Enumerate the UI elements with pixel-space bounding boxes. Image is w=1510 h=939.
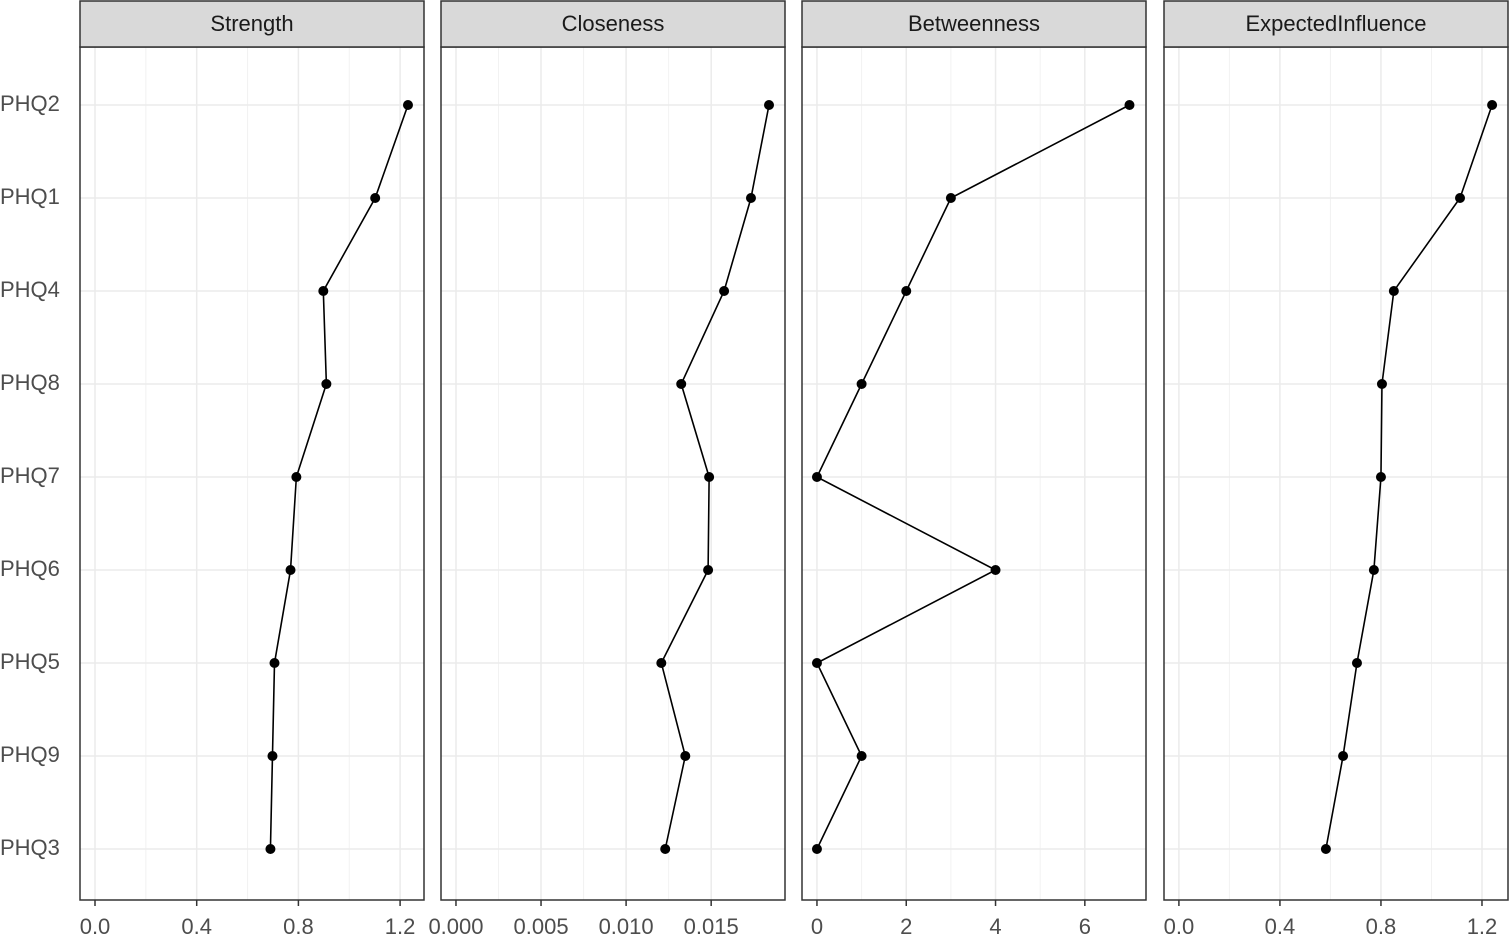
strip bbox=[79, 0, 425, 48]
strip bbox=[1163, 0, 1509, 48]
x-tick-label: 4 bbox=[989, 914, 1001, 939]
point bbox=[1320, 844, 1331, 854]
point bbox=[856, 379, 867, 389]
x-tick-label: 0.4 bbox=[181, 914, 212, 939]
panel-background bbox=[1164, 47, 1508, 900]
x-tick-label: 6 bbox=[1079, 914, 1091, 939]
point bbox=[680, 751, 691, 761]
y-tick-label: PHQ8 bbox=[0, 370, 60, 395]
point bbox=[764, 100, 775, 110]
x-tick-label: 0.010 bbox=[599, 914, 654, 939]
point bbox=[656, 658, 667, 668]
point bbox=[269, 658, 280, 668]
x-tick-label: 0.005 bbox=[514, 914, 569, 939]
x-tick-label: 0.4 bbox=[1265, 914, 1296, 939]
point bbox=[945, 193, 956, 203]
point bbox=[318, 286, 329, 296]
point bbox=[811, 844, 822, 854]
point bbox=[704, 472, 715, 482]
point bbox=[1487, 100, 1498, 110]
strip bbox=[801, 0, 1147, 48]
y-tick-label: PHQ4 bbox=[0, 277, 60, 302]
point bbox=[856, 751, 867, 761]
point bbox=[745, 193, 756, 203]
point bbox=[811, 472, 822, 482]
x-tick-label: 0.0 bbox=[1164, 914, 1195, 939]
point bbox=[719, 286, 730, 296]
y-tick-label: PHQ2 bbox=[0, 91, 60, 116]
x-tick-label: 2 bbox=[900, 914, 912, 939]
point bbox=[1124, 100, 1135, 110]
point bbox=[1351, 658, 1362, 668]
strip-title: Betweenness bbox=[908, 11, 1040, 36]
point bbox=[811, 658, 822, 668]
strip-title: ExpectedInfluence bbox=[1245, 11, 1426, 36]
x-tick-label: 0.8 bbox=[1366, 914, 1397, 939]
x-tick-label: 0.015 bbox=[684, 914, 739, 939]
x-tick-label: 1.2 bbox=[385, 914, 416, 939]
point bbox=[402, 100, 413, 110]
strip bbox=[440, 0, 786, 48]
y-tick-label: PHQ5 bbox=[0, 649, 60, 674]
x-tick-label: 0.0 bbox=[80, 914, 111, 939]
point bbox=[1388, 286, 1399, 296]
point bbox=[990, 565, 1001, 575]
strip-title: Strength bbox=[210, 11, 293, 36]
y-tick-label: PHQ3 bbox=[0, 835, 60, 860]
x-tick-label: 0.8 bbox=[283, 914, 314, 939]
point bbox=[703, 565, 714, 575]
y-tick-label: PHQ6 bbox=[0, 556, 60, 581]
point bbox=[1455, 193, 1466, 203]
x-tick-label: 0 bbox=[811, 914, 823, 939]
panel-background bbox=[441, 47, 785, 900]
point bbox=[1376, 379, 1387, 389]
point bbox=[370, 193, 381, 203]
strip-title: Closeness bbox=[562, 11, 665, 36]
point bbox=[285, 565, 296, 575]
x-tick-label: 1.2 bbox=[1467, 914, 1498, 939]
panel-background bbox=[80, 47, 424, 900]
point bbox=[321, 379, 332, 389]
point bbox=[267, 751, 278, 761]
y-tick-label: PHQ7 bbox=[0, 463, 60, 488]
point bbox=[676, 379, 687, 389]
point bbox=[660, 844, 671, 854]
point bbox=[1375, 472, 1386, 482]
y-tick-label: PHQ1 bbox=[0, 184, 60, 209]
point bbox=[1338, 751, 1349, 761]
y-tick-label: PHQ9 bbox=[0, 742, 60, 767]
point bbox=[291, 472, 302, 482]
x-tick-label: 0.000 bbox=[428, 914, 483, 939]
point bbox=[901, 286, 912, 296]
point bbox=[265, 844, 276, 854]
point bbox=[1368, 565, 1379, 575]
